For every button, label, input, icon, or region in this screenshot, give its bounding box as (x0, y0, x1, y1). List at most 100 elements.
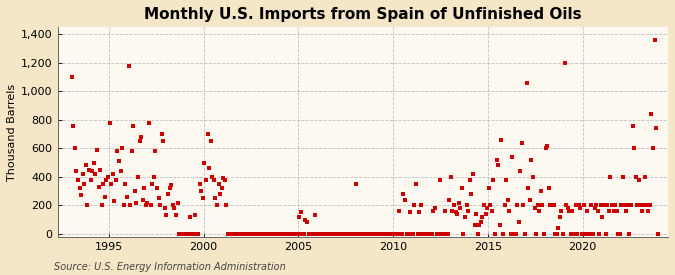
Point (568, 232, 579, 236)
Point (485, 203, 495, 208)
Point (394, 209, 404, 213)
Point (427, 232, 437, 236)
Point (123, 64, 134, 68)
Point (98, 182, 109, 186)
Point (191, 232, 202, 236)
Point (362, 232, 373, 236)
Point (488, 177, 499, 182)
Point (540, 146, 551, 151)
Point (99, 195, 110, 199)
Point (136, 135, 146, 139)
Point (501, 177, 512, 182)
Point (300, 218, 311, 222)
Point (502, 197, 513, 202)
Point (283, 232, 294, 236)
Point (140, 203, 151, 208)
Point (607, 203, 618, 208)
Point (88, 160, 99, 165)
Point (242, 232, 252, 236)
Point (344, 232, 355, 236)
Point (599, 203, 610, 208)
Point (446, 175, 456, 179)
Point (470, 212, 481, 216)
Point (526, 158, 537, 162)
Point (516, 141, 527, 145)
Point (103, 175, 113, 179)
Point (396, 232, 407, 236)
Point (566, 232, 576, 236)
Point (177, 232, 188, 236)
Point (346, 232, 356, 236)
Point (415, 203, 426, 208)
Point (506, 232, 516, 236)
Point (197, 196, 208, 200)
Point (461, 203, 472, 208)
Point (115, 169, 126, 173)
Point (192, 232, 203, 236)
Point (593, 209, 603, 213)
Point (286, 232, 296, 236)
Point (414, 210, 425, 215)
Point (163, 192, 173, 196)
Point (499, 203, 510, 208)
Point (477, 214, 488, 219)
Point (294, 214, 304, 219)
Point (454, 200, 464, 205)
Point (463, 209, 474, 213)
Point (371, 232, 382, 236)
Point (638, 203, 649, 208)
Point (377, 232, 388, 236)
Point (273, 232, 284, 236)
Point (169, 206, 180, 210)
Point (338, 232, 349, 236)
Point (157, 132, 167, 136)
Point (595, 203, 606, 208)
Point (254, 232, 265, 236)
Point (395, 232, 406, 236)
Point (564, 209, 574, 213)
Point (450, 210, 461, 215)
Point (158, 139, 169, 144)
Point (389, 232, 400, 236)
Point (533, 203, 543, 208)
Point (122, 195, 132, 199)
Point (406, 232, 416, 236)
Point (357, 232, 368, 236)
Point (125, 203, 136, 208)
Point (433, 232, 443, 236)
Point (329, 232, 340, 236)
Point (93, 185, 104, 189)
Text: Source: U.S. Energy Information Administration: Source: U.S. Energy Information Administ… (54, 262, 286, 272)
Point (182, 232, 192, 236)
Point (354, 232, 364, 236)
Point (227, 232, 238, 236)
Point (311, 232, 322, 236)
Point (224, 232, 235, 236)
Point (558, 232, 568, 236)
Point (281, 232, 292, 236)
Point (131, 200, 142, 205)
Point (348, 232, 358, 236)
Point (150, 149, 161, 153)
Point (409, 203, 420, 208)
Point (452, 212, 462, 216)
Point (126, 149, 137, 153)
Point (475, 220, 486, 225)
Point (418, 232, 429, 236)
Point (275, 232, 286, 236)
Point (392, 232, 402, 236)
Point (231, 232, 242, 236)
Point (236, 232, 246, 236)
Point (468, 172, 479, 176)
Point (439, 209, 450, 213)
Point (209, 177, 219, 182)
Point (308, 232, 319, 236)
Point (512, 203, 522, 208)
Point (373, 232, 383, 236)
Point (76, 193, 86, 197)
Point (444, 197, 455, 202)
Point (71, 169, 82, 173)
Point (548, 203, 559, 208)
Point (145, 203, 156, 208)
Point (635, 203, 646, 208)
